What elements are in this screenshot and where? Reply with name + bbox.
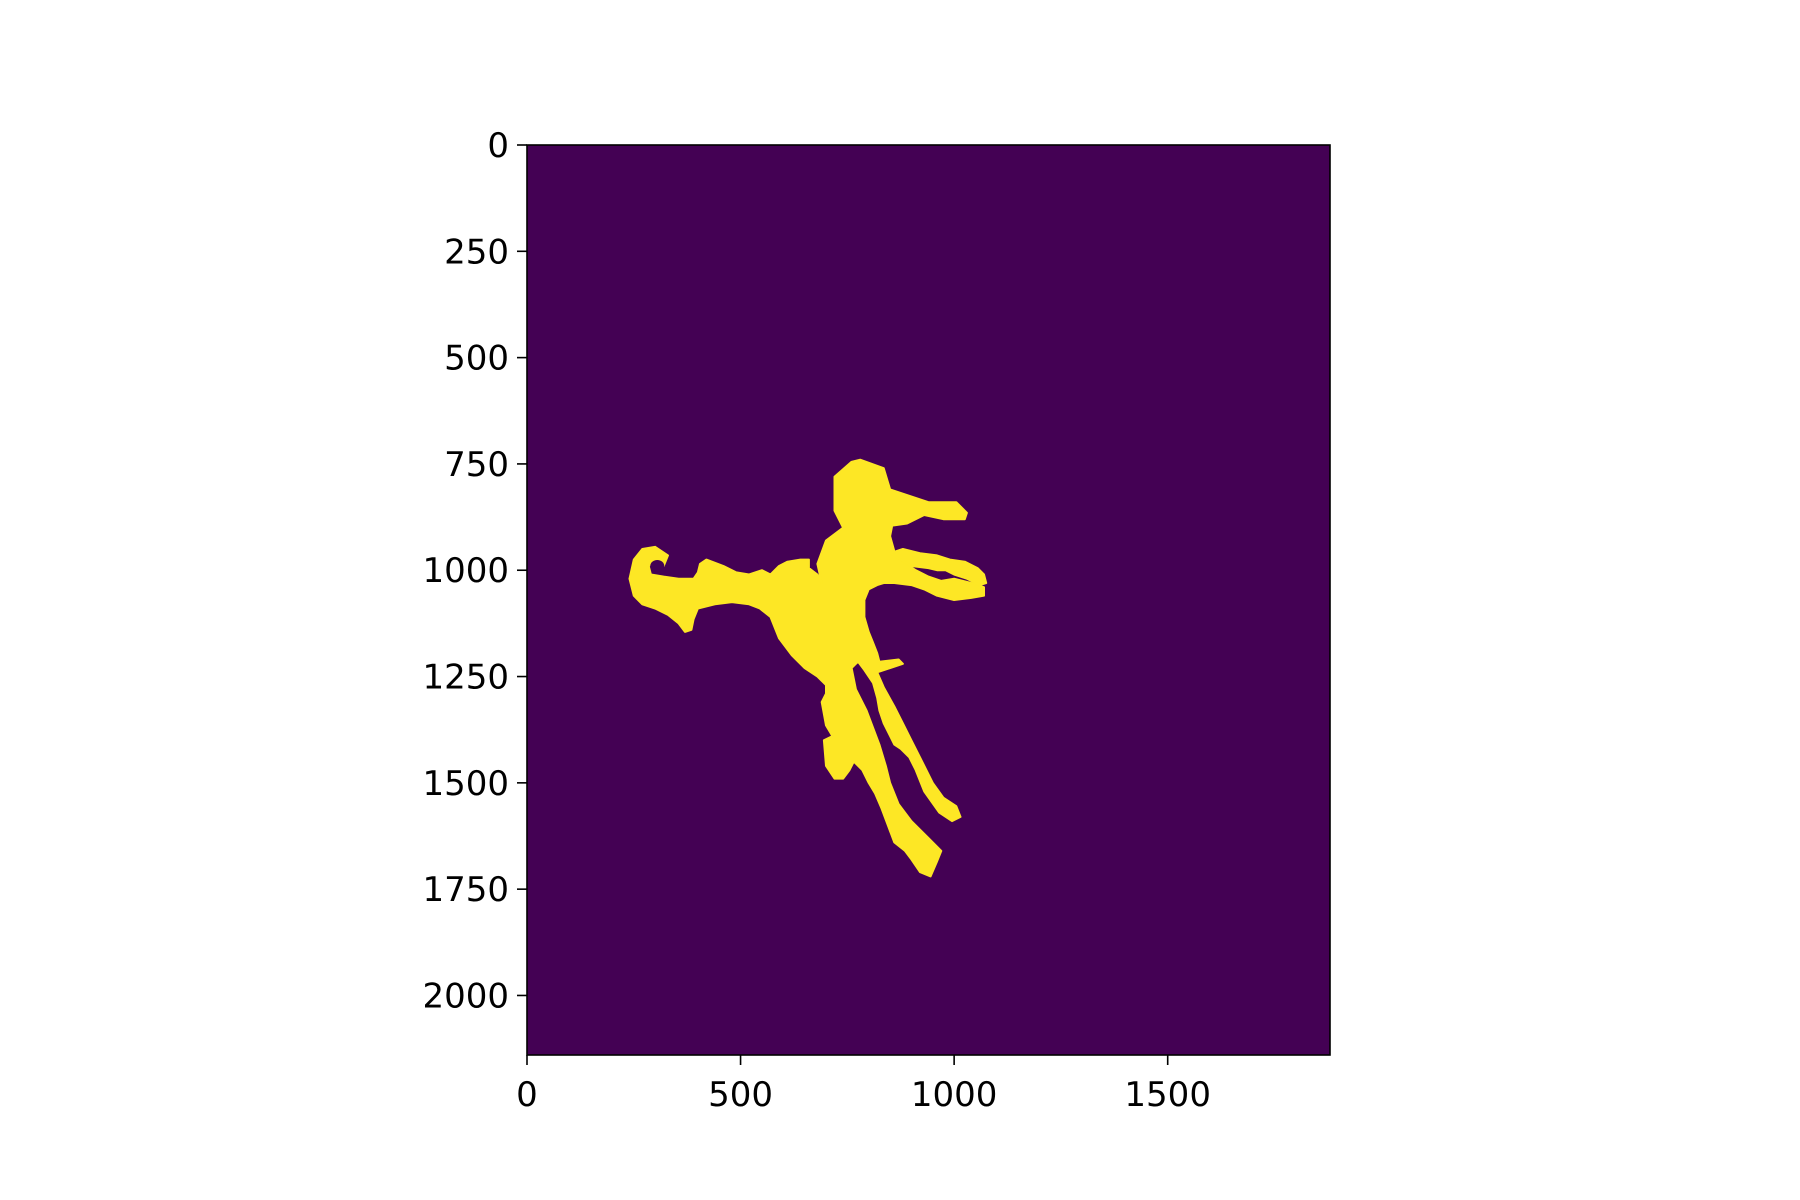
axes: 0 250 500 750 1000 1250 1500 1750 2000 0 500 1000 15… [422, 126, 1331, 1115]
y-tick-label: 2000 [422, 976, 509, 1016]
x-tick-label: 500 [708, 1075, 773, 1115]
y-tick-label: 750 [444, 445, 509, 485]
mask-hole [650, 559, 665, 572]
y-tick-label: 1750 [422, 870, 509, 910]
y-tick-label: 1500 [422, 764, 509, 804]
plot-area [527, 145, 1330, 1055]
y-tick-label: 0 [487, 126, 509, 166]
x-tick-label: 0 [516, 1075, 538, 1115]
y-tick-label: 250 [444, 232, 509, 272]
y-tick-label: 500 [444, 339, 509, 379]
y-tick-label: 1000 [422, 551, 509, 591]
x-tick-label: 1500 [1124, 1075, 1211, 1115]
x-tick-label: 1000 [911, 1075, 998, 1115]
mask-region-right-lobe [889, 548, 988, 587]
mask-region-central-body [628, 458, 985, 878]
axes-frame [526, 144, 1331, 1056]
y-tick-label: 1250 [422, 658, 509, 698]
